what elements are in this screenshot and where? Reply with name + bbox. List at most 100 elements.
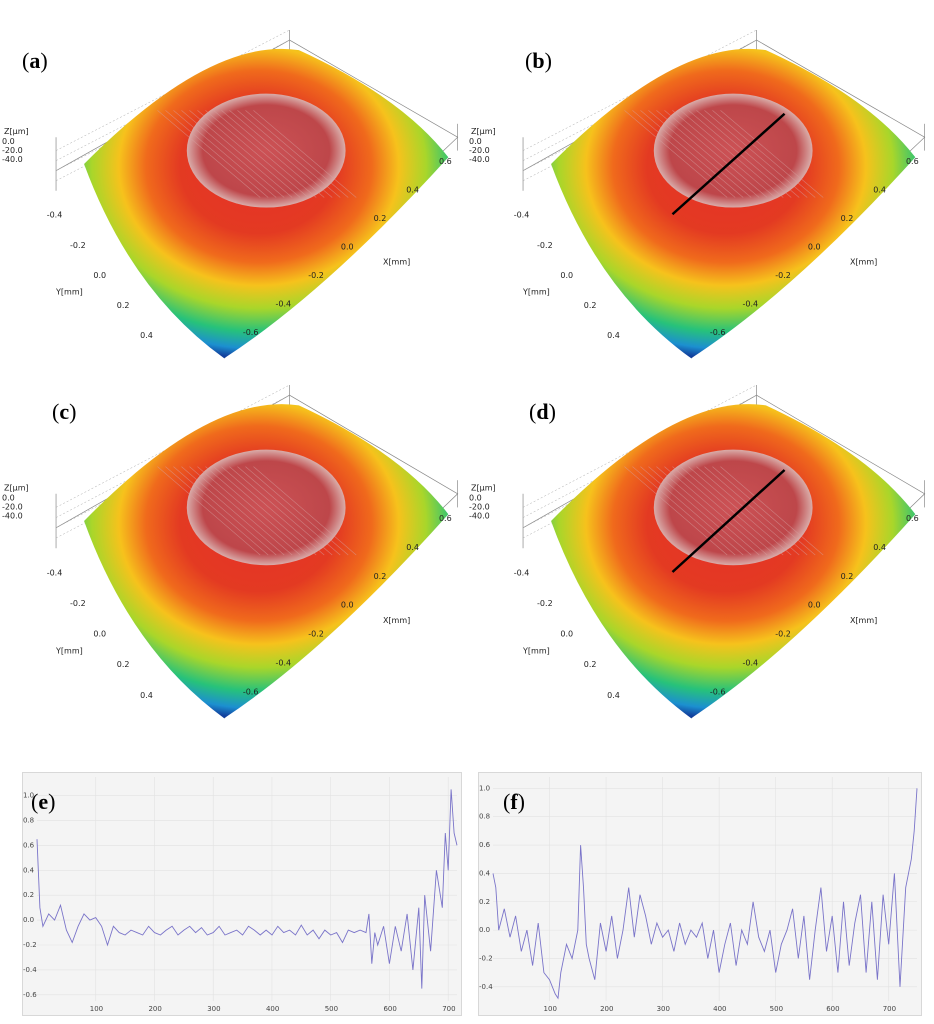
y-tick-label: -0.2 — [23, 941, 37, 949]
y-tick-label: 0.4 — [479, 869, 491, 877]
y-tick-label: 0.4 — [140, 691, 153, 700]
x-axis-title: X[mm] — [850, 258, 877, 267]
y-axis-title: Y[mm] — [55, 288, 83, 297]
x-axis-title: X[mm] — [383, 616, 410, 625]
y-tick-label: 0.0 — [560, 630, 573, 639]
y-tick-label: 0.8 — [479, 813, 490, 821]
y-tick-label: 0.2 — [584, 660, 597, 669]
y-tick-label: 0.2 — [117, 301, 130, 310]
panel-b: Z[µm] 0.0 -20.0 -40.0 0.6 0.4 0.2 0.0 -0.2 -0.4 -0… — [467, 30, 934, 365]
y-tick-label: 0.2 — [479, 898, 490, 906]
panel-label-e: (e) — [31, 789, 56, 814]
y-tick-label: -0.4 — [514, 211, 530, 220]
y-tick-label: 0.0 — [93, 271, 106, 280]
z-tick-label: 0.0 — [2, 494, 15, 503]
x-tick-label: 0.0 — [341, 601, 354, 610]
x-tick-label: 600 — [826, 1005, 839, 1013]
y-tick-label: -0.2 — [479, 954, 493, 962]
series-line — [36, 789, 458, 989]
x-tick-label: -0.2 — [308, 271, 324, 280]
y-tick-label: -0.4 — [479, 983, 493, 991]
z-tick-label: 0.0 — [469, 137, 482, 146]
x-tick-label: 0.4 — [873, 185, 886, 194]
x-tick-label: -0.2 — [775, 630, 791, 639]
x-tick-label: -0.4 — [743, 299, 759, 308]
y-tick-label: -0.4 — [23, 966, 37, 974]
z-tick-label: 0.0 — [2, 137, 15, 146]
panel-label-f: (f) — [503, 789, 525, 814]
y-tick-label: 0.0 — [560, 271, 573, 280]
y-tick-label: -0.2 — [537, 241, 553, 250]
panel-label-c: (c) — [52, 399, 77, 424]
y-tick-label: 0.0 — [23, 916, 34, 924]
series-line — [492, 788, 918, 1000]
x-tick-label: 400 — [713, 1005, 726, 1013]
x-tick-label: 100 — [544, 1005, 557, 1013]
z-axis-title: Z[µm] — [4, 483, 29, 492]
x-tick-label: 400 — [266, 1005, 279, 1013]
profile-chart-f: 100 200 300 400 500 600 700 -0.4 -0.2 0.0 0.2 0.4 0.… — [479, 777, 918, 1013]
y-tick-label: 0.2 — [584, 301, 597, 310]
x-tick-label: 0.2 — [841, 214, 854, 223]
x-tick-label: 300 — [657, 1005, 670, 1013]
y-tick-label: 0.4 — [140, 331, 153, 340]
y-tick-label: 0.0 — [93, 630, 106, 639]
x-tick-label: 0.4 — [406, 543, 419, 552]
z-tick-label: -40.0 — [469, 155, 490, 164]
x-tick-label: 0.4 — [406, 185, 419, 194]
crater — [653, 449, 813, 566]
z-axis-title: Z[µm] — [4, 127, 29, 136]
y-axis-title: Y[mm] — [522, 288, 550, 297]
profile-chart-e: 100 200 300 400 500 600 700 -0.6 -0.4 -0.2 0.0 0.2 0… — [23, 777, 458, 1013]
y-tick-label: 0.0 — [479, 926, 490, 934]
x-tick-label: 0.6 — [439, 157, 452, 166]
z-tick-label: -20.0 — [469, 503, 490, 512]
y-tick-label: 0.4 — [23, 866, 35, 874]
x-tick-label: 500 — [770, 1005, 783, 1013]
y-tick-label: 0.4 — [607, 691, 620, 700]
panel-c: Z[µm] 0.0 -20.0 -40.0 0.6 0.4 0.2 0.0 -0.2 -0.4 -0… — [0, 385, 467, 725]
x-tick-label: -0.6 — [243, 687, 259, 696]
y-tick-label: -0.4 — [514, 568, 530, 577]
y-tick-label: 0.2 — [117, 660, 130, 669]
y-tick-label: 0.2 — [23, 891, 34, 899]
y-tick-label: 0.6 — [479, 841, 491, 849]
y-tick-label: -0.4 — [47, 211, 63, 220]
x-tick-label: 0.2 — [374, 214, 387, 223]
x-tick-label: 100 — [90, 1005, 103, 1013]
x-tick-label: -0.6 — [710, 687, 726, 696]
x-tick-label: 0.6 — [906, 514, 919, 523]
x-tick-label: 0.6 — [906, 157, 919, 166]
x-tick-label: 300 — [207, 1005, 220, 1013]
x-axis-title: X[mm] — [383, 258, 410, 267]
profile-line — [671, 469, 786, 573]
x-tick-label: -0.4 — [276, 299, 292, 308]
crater — [186, 449, 346, 566]
x-tick-label: 200 — [148, 1005, 161, 1013]
z-axis-title: Z[µm] — [471, 127, 496, 136]
x-tick-label: -0.2 — [308, 630, 324, 639]
profile-line — [671, 112, 786, 216]
x-tick-label: -0.6 — [710, 328, 726, 337]
x-tick-label: -0.2 — [775, 271, 791, 280]
surface-plot-d: Z[µm]0.0-20.0-40.0 0.60.40.20.0-0.2-0.4-0… — [469, 385, 926, 719]
panel-a: Z[µm] 0.0 -20.0 -40.0 0.6 0.4 0.2 0.0 -0.2 -0.4 -0… — [0, 30, 467, 365]
x-tick-label: 0.2 — [374, 572, 387, 581]
z-tick-label: -40.0 — [2, 155, 23, 164]
panel-e: 100 200 300 400 500 600 700 -0.6 -0.4 -0.2 0.0 0.2 0… — [22, 772, 462, 1016]
x-tick-label: 0.2 — [841, 572, 854, 581]
surface-plot-c: Z[µm]0.0-20.0-40.0 0.60.40.20.0-0.2-0.4-0… — [2, 385, 459, 719]
x-tick-label: -0.4 — [743, 659, 759, 668]
crater — [653, 93, 813, 208]
z-tick-label: -40.0 — [469, 512, 490, 521]
x-tick-label: -0.4 — [276, 659, 292, 668]
x-axis-title: X[mm] — [850, 616, 877, 625]
panel-f: 100 200 300 400 500 600 700 -0.4 -0.2 0.0 0.2 0.4 0.… — [478, 772, 922, 1016]
y-axis-title: Y[mm] — [522, 647, 550, 656]
z-tick-label: -20.0 — [2, 503, 23, 512]
y-tick-label: -0.4 — [47, 568, 63, 577]
z-tick-label: 0.0 — [469, 494, 482, 503]
y-tick-label: -0.2 — [537, 599, 553, 608]
y-tick-label: -0.2 — [70, 241, 86, 250]
y-tick-label: 0.6 — [23, 841, 35, 849]
